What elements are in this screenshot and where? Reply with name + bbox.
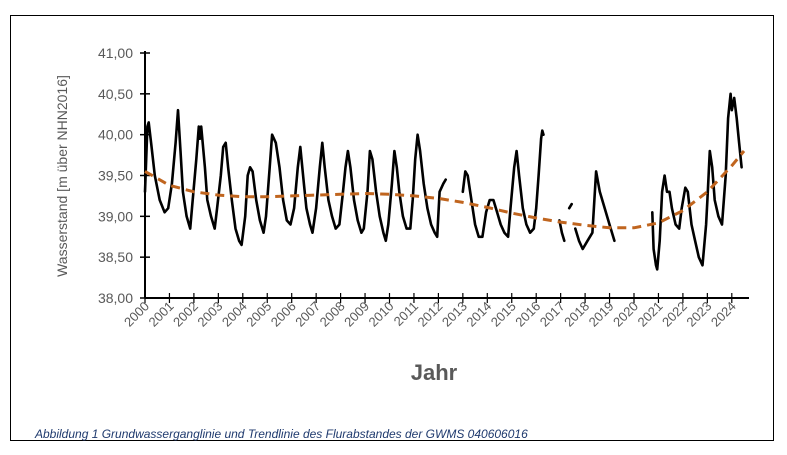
x-tick-label: 2010 [366, 299, 397, 330]
water-level-line [558, 219, 566, 243]
x-tick-label: 2002 [170, 299, 201, 330]
water-level-line [567, 202, 573, 210]
x-tick-label: 2018 [561, 299, 592, 330]
x-tick-label: 2001 [146, 299, 177, 330]
y-tick-label: 38,00 [98, 290, 133, 306]
x-tick-label: 2012 [414, 299, 445, 330]
x-tick-label: 2019 [586, 299, 617, 330]
x-tick-label: 2008 [317, 299, 348, 330]
y-tick-label: 38,50 [98, 249, 133, 265]
x-tick-label: 2014 [463, 299, 494, 330]
x-tick-label: 2007 [292, 299, 323, 330]
y-tick-label: 39,00 [98, 208, 133, 224]
x-tick-label: 2004 [219, 299, 250, 330]
series-layer [143, 92, 746, 271]
y-tick-label: 40,50 [98, 86, 133, 102]
chart: 38,00 38,50 39,00 39,50 40,00 40,50 41,00 2000… [54, 45, 749, 385]
x-axis-label: Jahr [411, 360, 458, 385]
water-level-line [461, 129, 545, 239]
water-level-line [651, 92, 743, 271]
x-tick-label: 2020 [610, 299, 641, 330]
figure-caption: Abbildung 1 Grundwasserganglinie und Tre… [35, 427, 528, 441]
x-tick-label: 2006 [268, 299, 299, 330]
x-tick-label: 2005 [243, 299, 274, 330]
x-tick-label: 2017 [537, 299, 568, 330]
x-tick-label: 2023 [683, 299, 714, 330]
figure-frame: 38,00 38,50 39,00 39,50 40,00 40,50 41,00 2000… [10, 15, 774, 441]
y-tick-label: 41,00 [98, 45, 133, 61]
y-tick-label: 39,50 [98, 168, 133, 184]
y-tick-labels: 38,00 38,50 39,00 39,50 40,00 40,50 41,00 [98, 45, 133, 306]
x-tick-label: 2016 [512, 299, 543, 330]
x-tick-label: 2011 [391, 299, 421, 329]
x-tick-label: 2013 [439, 299, 470, 330]
y-tick-label: 40,00 [98, 127, 133, 143]
x-tick-label: 2003 [194, 299, 225, 330]
x-tick-label: 2021 [635, 299, 666, 330]
y-axis-label: Wasserstand [m über NHN2016] [54, 75, 70, 277]
trend-line [144, 150, 746, 230]
x-tick-label: 2022 [659, 299, 690, 330]
x-tick-label: 2015 [488, 299, 519, 330]
x-tick-label: 2024 [708, 299, 739, 330]
x-tick-labels: 2000200120022003200420052006200720082009… [121, 299, 739, 330]
x-tick-label: 2009 [341, 299, 372, 330]
water-level-line [574, 170, 616, 251]
water-level-line [143, 108, 447, 247]
